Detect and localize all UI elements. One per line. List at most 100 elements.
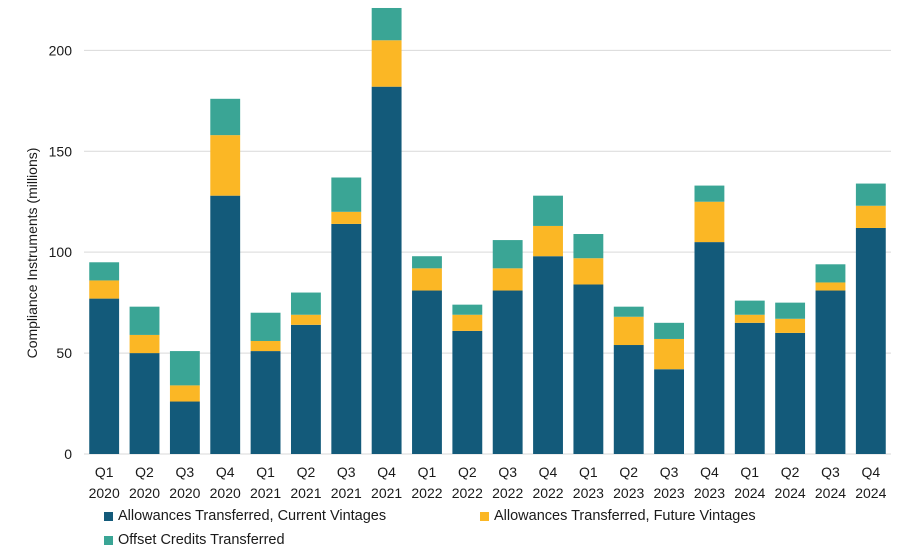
x-tick-quarter: Q2 — [135, 464, 154, 480]
x-tick-year: 2023 — [573, 485, 604, 501]
bar-segment-series-2 — [533, 225, 563, 257]
bar-segment-series-2 — [89, 280, 120, 299]
x-tick-year: 2021 — [331, 485, 362, 501]
bar-segment-series-1 — [573, 284, 604, 454]
bar-segment-series-1 — [371, 86, 402, 454]
bar-segment-series-3 — [492, 240, 523, 269]
x-tick-quarter: Q4 — [539, 464, 558, 480]
x-tick-year: 2020 — [89, 485, 120, 501]
x-tick-year: 2020 — [210, 485, 241, 501]
bar-segment-series-2 — [371, 40, 402, 87]
legend-label: Allowances Transferred, Current Vintages — [118, 508, 387, 524]
bar-segment-series-2 — [290, 314, 321, 325]
bar-segment-series-2 — [815, 282, 846, 291]
bar-segment-series-3 — [734, 300, 765, 315]
x-tick-year: 2024 — [815, 485, 846, 501]
x-tick-quarter: Q2 — [781, 464, 800, 480]
x-tick-quarter: Q2 — [458, 464, 477, 480]
bar-segment-series-3 — [290, 292, 321, 315]
x-tick-year: 2021 — [371, 485, 402, 501]
bar-segment-series-2 — [694, 201, 725, 243]
legend-item-2: Allowances Transferred, Future Vintages — [480, 508, 756, 524]
bar-segment-series-3 — [654, 322, 685, 339]
y-tick-label: 200 — [49, 42, 73, 58]
gridlines — [84, 49, 891, 455]
bar-segment-series-3 — [412, 256, 442, 269]
bar-segment-series-1 — [89, 298, 120, 454]
x-tick-year: 2023 — [653, 485, 684, 501]
x-tick-year: 2021 — [290, 485, 321, 501]
bar-segment-series-1 — [734, 322, 765, 454]
bar-segment-series-3 — [573, 234, 604, 259]
x-tick-year: 2022 — [492, 485, 523, 501]
x-tick-quarter: Q3 — [498, 464, 517, 480]
legend-label: Allowances Transferred, Future Vintages — [494, 508, 756, 524]
legend-swatch — [104, 535, 113, 545]
bar-segment-series-1 — [694, 242, 725, 454]
bar-segment-series-3 — [129, 306, 160, 335]
x-tick-year: 2023 — [694, 485, 725, 501]
bar-segment-series-1 — [815, 290, 846, 454]
bar-segment-series-2 — [654, 338, 685, 370]
x-tick-quarter: Q3 — [176, 464, 195, 480]
bar-segment-series-3 — [815, 264, 846, 283]
x-axis-ticks: Q1 2020 Q2 2020 Q3 2020 Q4 2020 Q1 2021 Q2 2021 Q3 20… — [89, 464, 887, 501]
bar-segment-series-2 — [412, 268, 442, 291]
x-tick-quarter: Q2 — [297, 464, 316, 480]
x-tick-year: 2020 — [129, 485, 160, 501]
bar-segment-series-3 — [169, 351, 200, 386]
x-tick-quarter: Q1 — [256, 464, 275, 480]
y-tick-label: 50 — [56, 345, 72, 361]
y-tick-label: 0 — [64, 446, 72, 462]
legend-label: Offset Credits Transferred — [118, 532, 285, 548]
bar-segment-series-2 — [492, 268, 523, 291]
bar-segment-series-2 — [775, 318, 806, 333]
bar-segment-series-2 — [210, 135, 241, 196]
x-tick-quarter: Q3 — [660, 464, 679, 480]
bar-segment-series-3 — [694, 185, 725, 202]
x-tick-year: 2020 — [169, 485, 200, 501]
bar-segment-series-1 — [331, 223, 362, 454]
bar-segment-series-1 — [654, 369, 685, 454]
legend-item-3: Offset Credits Transferred — [104, 532, 285, 548]
bar-segment-series-1 — [169, 401, 200, 454]
legend-swatch — [104, 511, 113, 521]
x-tick-quarter: Q4 — [700, 464, 719, 480]
bar-segment-series-1 — [412, 290, 442, 454]
bar-segment-series-2 — [855, 205, 886, 228]
x-tick-quarter: Q4 — [861, 464, 880, 480]
bar-segment-series-1 — [855, 227, 886, 454]
x-tick-year: 2022 — [532, 485, 563, 501]
bar-segment-series-1 — [129, 353, 160, 454]
legend-item-1: Allowances Transferred, Current Vintages — [104, 508, 386, 524]
x-tick-quarter: Q3 — [821, 464, 840, 480]
x-tick-year: 2022 — [411, 485, 442, 501]
bar-segment-series-2 — [573, 258, 604, 285]
bar-segment-series-3 — [533, 195, 563, 226]
bar-segment-series-1 — [613, 345, 644, 454]
bar-segment-series-3 — [775, 302, 806, 319]
bar-segment-series-2 — [452, 314, 483, 331]
bar-segment-series-3 — [452, 304, 483, 315]
bar-segment-series-1 — [290, 324, 321, 454]
x-tick-quarter: Q1 — [418, 464, 437, 480]
y-tick-label: 150 — [49, 143, 73, 159]
bar-segment-series-1 — [210, 195, 241, 454]
bar-segment-series-2 — [613, 316, 644, 346]
legend-swatch — [480, 511, 489, 521]
bar-segment-series-2 — [734, 314, 765, 323]
bar-segment-series-2 — [169, 385, 200, 402]
bar-segment-series-2 — [331, 211, 362, 224]
bar-segment-series-3 — [371, 7, 402, 41]
bar-segment-series-1 — [452, 330, 483, 454]
x-tick-quarter: Q2 — [619, 464, 638, 480]
x-tick-quarter: Q1 — [95, 464, 114, 480]
x-tick-quarter: Q1 — [740, 464, 759, 480]
x-tick-year: 2024 — [855, 485, 886, 501]
x-tick-quarter: Q4 — [216, 464, 235, 480]
x-tick-year: 2024 — [775, 485, 806, 501]
bar-segment-series-3 — [210, 98, 241, 136]
bar-segment-series-3 — [613, 306, 644, 317]
y-axis-title: Compliance Instruments (millions) — [24, 148, 40, 359]
bar-segment-series-3 — [89, 262, 120, 281]
